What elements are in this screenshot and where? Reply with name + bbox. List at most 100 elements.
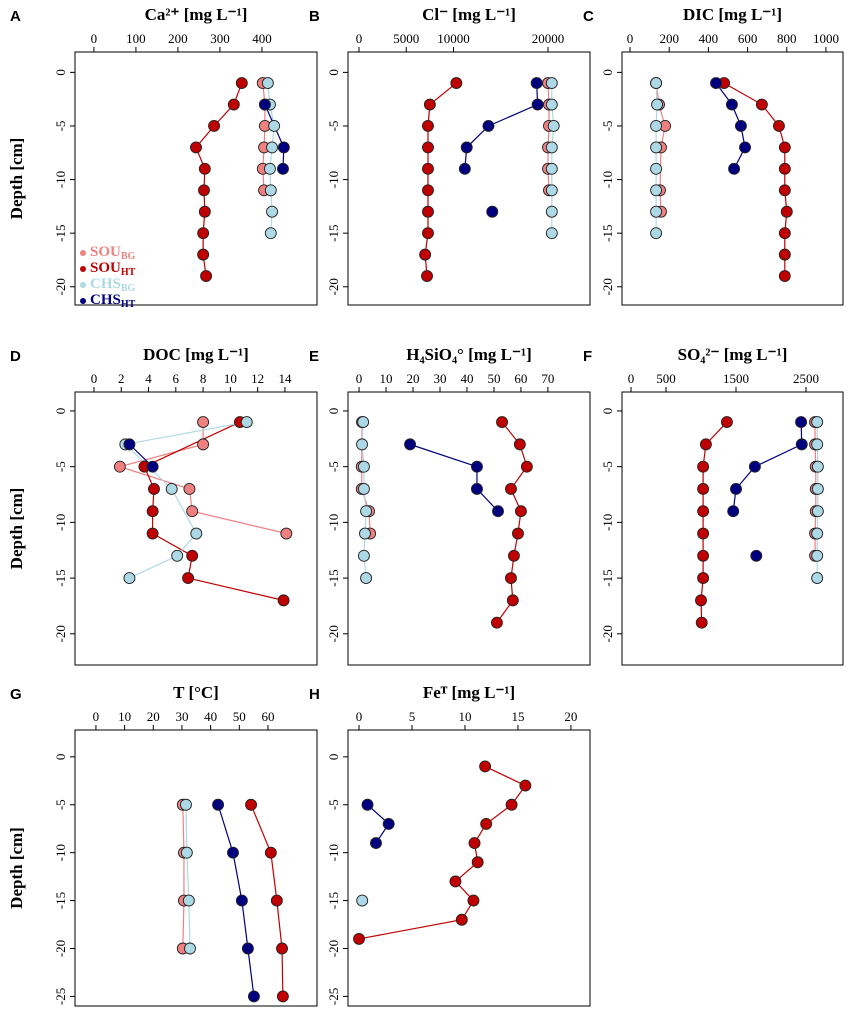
series-line [465,83,538,212]
data-point [811,572,824,585]
data-point [356,894,369,907]
panel-letter: D [10,348,21,365]
x-tick-label: 500 [656,371,676,386]
panel-letter: B [309,8,320,25]
legend-marker [80,250,86,256]
data-point [182,572,195,585]
data-point [264,227,277,240]
y-tick-label: -10 [326,844,341,861]
panel-letter: G [10,686,22,703]
data-point [235,77,248,90]
y-tick-label: -25 [326,988,341,1005]
data-point [182,894,195,907]
data-point [261,77,274,90]
series-line [496,421,528,624]
data-point [650,227,663,240]
data-point [547,120,560,132]
legend-label: SOUHT [90,260,136,278]
series-line [143,421,284,601]
x-tick-label: 20 [407,371,420,386]
data-point [180,798,192,811]
x-tick-label: 5 [409,709,416,724]
data-point [778,227,791,240]
data-point [697,482,710,495]
y-tick-label: -15 [326,892,341,909]
data-point [382,817,395,830]
data-point [359,527,371,540]
data-point [227,98,240,111]
panel-title: Ca²⁺ [mg L⁻¹] [145,5,248,24]
x-tick-label: 0 [356,709,363,724]
plot-frame [74,391,318,666]
data-point [811,527,824,540]
x-tick-label: 2500 [793,371,819,386]
data-point [180,846,193,859]
data-point [240,416,253,429]
y-tick-label: -10 [53,844,68,861]
legend-label: CHSBG [90,276,136,294]
x-tick-label: 400 [252,31,272,46]
data-point [276,942,288,955]
data-point [811,438,824,451]
y-tick-label: 0 [53,408,68,415]
data-point [361,798,374,811]
data-point [471,856,484,869]
data-point [505,482,517,495]
data-point [697,572,710,585]
series-line [424,82,457,277]
panel-title: H₄SiO₄° [mg L⁻¹] [406,345,532,364]
panel: D DOC [mg L⁻¹] Depth [cm] 0 2 4 6 8 10 12 14 0 -5 -10… [7,345,318,666]
data-point [360,572,373,585]
panel-title: SO₄²⁻ [mg L⁻¹] [678,345,788,364]
y-tick-label: -15 [600,569,615,586]
legend-marker [80,266,86,272]
x-tick-label: 60 [514,371,527,386]
x-tick-label: 0 [93,709,100,724]
data-point [748,460,761,473]
panel: E H₄SiO₄° [mg L⁻¹] 0 10 20 30 40 50 60 70 0 -5 -10 -1… [309,345,591,666]
data-point [695,594,707,607]
x-tick-label: 40 [204,709,217,724]
x-tick-label: 50 [487,371,500,386]
data-point [778,248,791,261]
data-point [197,416,210,429]
plot-frame [347,391,591,666]
data-point [419,248,432,261]
data-point [123,438,136,451]
data-point [695,616,708,629]
legend-name: CHS [90,292,121,308]
data-point [492,505,504,518]
data-point [264,184,277,197]
data-point [650,184,663,197]
plot-frame [74,729,318,1007]
data-point [530,77,543,90]
y-tick-label: 0 [326,754,341,761]
data-point [357,549,370,562]
data-point [200,270,213,283]
x-tick-label: 40 [460,371,473,386]
panel: A Ca²⁺ [mg L⁻¹] Depth [cm] 0 100 200 300 400 0 -5… [7,5,318,310]
data-point [422,227,434,240]
legend-label: CHSHT [90,292,136,310]
legend-marker [80,298,86,304]
y-axis-label: Depth [cm] [7,138,26,220]
data-point [531,98,544,111]
y-tick-label: 0 [53,69,68,76]
data-point [513,438,526,451]
data-point [545,227,558,240]
data-point [479,760,492,773]
legend-label: SOUBG [90,244,136,262]
y-tick-label: -10 [53,514,68,531]
y-axis-label: Depth [cm] [7,827,26,909]
panel-letter: C [583,8,594,25]
data-point [171,549,184,562]
data-point [198,184,210,197]
data-point [710,77,722,90]
x-tick-label: 100 [126,31,146,46]
data-point [460,141,473,154]
y-tick-label: -20 [53,625,68,642]
x-tick-label: 30 [433,371,446,386]
data-point [212,798,225,811]
data-point [778,162,791,175]
data-point [697,549,710,562]
